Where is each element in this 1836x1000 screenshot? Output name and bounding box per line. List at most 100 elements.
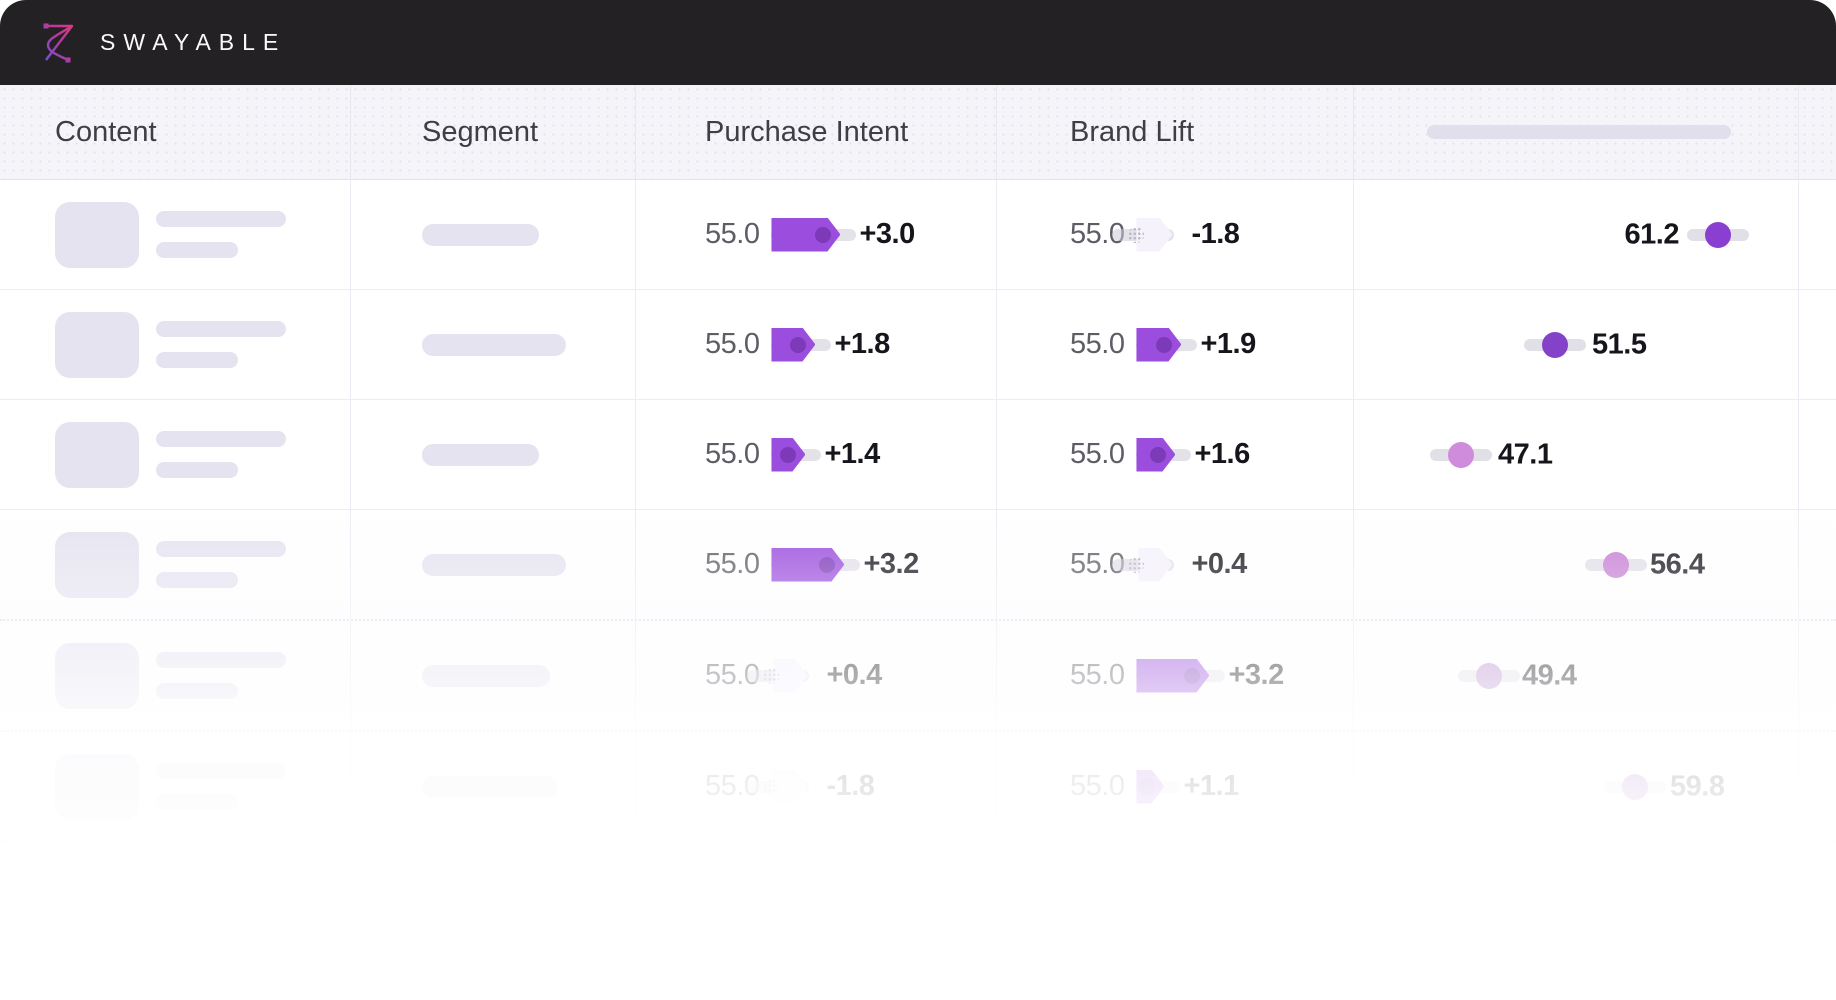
effect-size-value: 56.4: [1650, 548, 1705, 580]
baseline-value: 55.0: [705, 438, 760, 470]
brand-name: SWAYABLE: [100, 29, 287, 55]
content-text-skeleton: [156, 763, 286, 810]
lift-delta-value: -1.8: [1191, 218, 1240, 250]
table-row[interactable]: 55.0 +0.4 55.0 +3.2 49.4: [0, 619, 1836, 731]
brand-lift-cell: 55.0 +3.2: [997, 621, 1354, 730]
lift-arrow-bar: [1136, 438, 1192, 472]
content-text-skeleton: [156, 211, 286, 258]
segment-cell: [351, 290, 636, 399]
effect-size-cell: 51.5: [1354, 290, 1799, 399]
lift-delta-value: +1.9: [1200, 328, 1256, 360]
column-header-content[interactable]: Content: [0, 85, 351, 179]
content-cell[interactable]: [0, 400, 351, 509]
content-cell[interactable]: [0, 621, 351, 730]
lift-arrow-bar: [771, 881, 825, 915]
baseline-value: 55.0: [1070, 328, 1125, 360]
lift-arrow-bar: [1136, 770, 1181, 804]
baseline-value: 55.0: [705, 218, 760, 250]
content-cell[interactable]: [0, 290, 351, 399]
dot-plot-marker: [1622, 773, 1648, 800]
segment-skeleton-pill: [422, 775, 558, 798]
purchase-intent-cell: 55.0 +1.8: [636, 290, 997, 399]
content-thumbnail-skeleton: [55, 864, 139, 931]
segment-cell: [351, 400, 636, 509]
segment-skeleton-pill: [422, 553, 566, 576]
column-header-segment[interactable]: Segment: [351, 85, 636, 179]
segment-cell: [351, 843, 636, 952]
content-cell[interactable]: [0, 843, 351, 952]
content-thumbnail-skeleton: [55, 311, 139, 378]
effect-size-value: 59.8: [1670, 770, 1725, 802]
dot-plot-marker: [1542, 331, 1568, 358]
brand-lift-cell: 55.0 +0.4: [997, 510, 1354, 619]
column-header-effect[interactable]: [1354, 85, 1799, 179]
lift-arrow-bar: [747, 770, 813, 804]
baseline-value: 55.0: [705, 548, 760, 580]
purchase-intent-cell: 55.0 +1.4: [636, 400, 997, 509]
dot-plot-marker: [1705, 221, 1731, 248]
segment-cell: [351, 732, 636, 841]
dot-plot-marker: [1603, 551, 1629, 578]
lift-arrow-bar: [1112, 218, 1178, 252]
dot-plot-marker: [1476, 662, 1502, 689]
lift-arrow-bar: [771, 218, 857, 252]
column-header-purchase-intent[interactable]: Purchase Intent: [636, 85, 997, 179]
lift-arrow-bar: [771, 438, 822, 472]
top-nav-bar: SWAYABLE: [0, 0, 1836, 85]
lift-arrow-bar: [771, 328, 832, 362]
baseline-value: 55.0: [705, 881, 760, 913]
table-row[interactable]: 55.0 +1.4 55.0 +1.6 47.1: [0, 400, 1836, 510]
content-text-skeleton: [156, 541, 286, 588]
lift-delta-value: +1.8: [834, 328, 890, 360]
baseline-value: 55.0: [705, 328, 760, 360]
lift-arrow-bar: [1136, 881, 1192, 915]
table-row[interactable]: 55.0 +3.0 55.0 -1.8 61.2: [0, 180, 1836, 290]
end-spacer-cell: [1799, 400, 1836, 509]
segment-skeleton-pill: [422, 223, 539, 246]
content-text-skeleton: [156, 431, 286, 478]
table-row[interactable]: 55.0 -1.8 55.0 +1.1 59.8: [0, 730, 1836, 842]
content-thumbnail-skeleton: [55, 201, 139, 268]
table-row[interactable]: 55.0 +1.8 55.0 +1.9 51.5: [0, 290, 1836, 400]
effect-size-value: 49.4: [1522, 659, 1577, 691]
effect-size-cell: 56.4: [1354, 510, 1799, 619]
effect-size-value: 50.1: [1551, 881, 1606, 913]
lift-delta-value: +3.0: [859, 218, 915, 250]
brand-lift-cell: 55.0 +1.6: [997, 843, 1354, 952]
dot-plot-marker: [1501, 884, 1527, 911]
purchase-intent-cell: 55.0 -1.8: [636, 732, 997, 841]
segment-cell: [351, 180, 636, 289]
content-cell[interactable]: [0, 732, 351, 841]
effect-size-cell: 49.4: [1354, 621, 1799, 730]
end-spacer-cell: [1799, 180, 1836, 289]
results-table: Content Segment Purchase Intent Brand Li…: [0, 85, 1836, 953]
brand-lift-cell: 55.0 +1.1: [997, 732, 1354, 841]
lift-delta-value: +1.6: [1194, 881, 1250, 913]
dot-plot-marker: [1448, 441, 1474, 468]
lift-delta-value: +0.4: [826, 659, 882, 691]
effect-size-cell: 50.1: [1354, 843, 1799, 952]
brand-lift-cell: 55.0 +1.6: [997, 400, 1354, 509]
content-cell[interactable]: [0, 180, 351, 289]
lift-delta-value: +1.1: [1183, 770, 1239, 802]
purchase-intent-cell: 55.0 +3.2: [636, 510, 997, 619]
lift-arrow-bar: [747, 659, 813, 693]
content-thumbnail-skeleton: [55, 531, 139, 598]
baseline-value: 55.0: [1070, 770, 1125, 802]
column-header-brand-lift[interactable]: Brand Lift: [997, 85, 1354, 179]
swayable-logo-icon[interactable]: [36, 19, 78, 67]
table-row[interactable]: 55.0 +1.5 55.0 +1.6 50.1: [0, 841, 1836, 953]
segment-skeleton-pill: [422, 886, 542, 909]
content-cell[interactable]: [0, 510, 351, 619]
content-text-skeleton: [156, 321, 286, 368]
baseline-value: 55.0: [1070, 881, 1125, 913]
table-row[interactable]: 55.0 +3.2 55.0 +0.4 56.4: [0, 510, 1836, 620]
effect-size-value: 51.5: [1592, 328, 1647, 360]
baseline-value: 55.0: [1070, 438, 1125, 470]
effect-size-value: 47.1: [1498, 438, 1553, 470]
effect-size-cell: 61.2: [1354, 180, 1799, 289]
segment-cell: [351, 510, 636, 619]
lift-delta-value: +1.5: [827, 881, 883, 913]
table-header-row: Content Segment Purchase Intent Brand Li…: [0, 85, 1836, 180]
